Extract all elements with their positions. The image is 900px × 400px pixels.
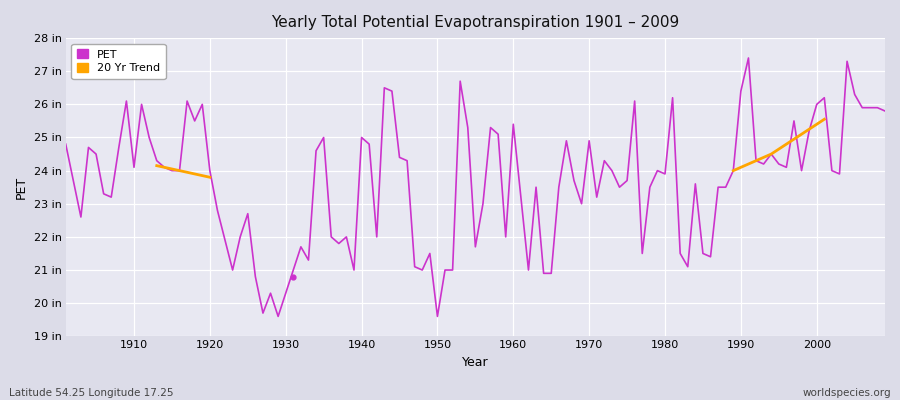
Y-axis label: PET: PET [15, 176, 28, 199]
X-axis label: Year: Year [462, 356, 489, 369]
Title: Yearly Total Potential Evapotranspiration 1901 – 2009: Yearly Total Potential Evapotranspiratio… [271, 15, 680, 30]
Text: worldspecies.org: worldspecies.org [803, 388, 891, 398]
Legend: PET, 20 Yr Trend: PET, 20 Yr Trend [71, 44, 166, 79]
Text: Latitude 54.25 Longitude 17.25: Latitude 54.25 Longitude 17.25 [9, 388, 174, 398]
